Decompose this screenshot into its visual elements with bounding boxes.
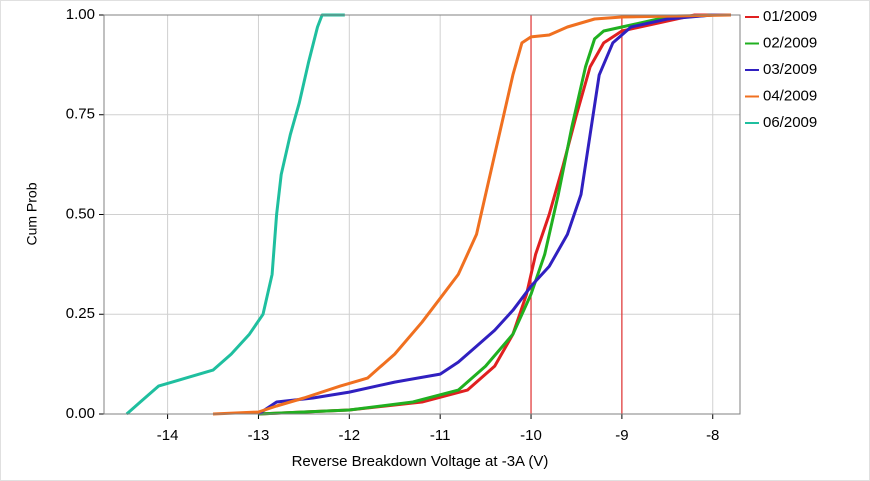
legend-label: 02/2009 — [763, 34, 817, 51]
x-tick-label: -14 — [157, 427, 179, 444]
legend-label: 06/2009 — [763, 114, 817, 131]
x-tick-label: -9 — [615, 427, 628, 444]
legend-label: 01/2009 — [763, 8, 817, 25]
x-tick-label: -12 — [338, 427, 360, 444]
x-tick-label: -13 — [248, 427, 270, 444]
plot-border — [103, 14, 741, 415]
y-tick-label: 0.75 — [66, 106, 95, 123]
x-axis-label: Reverse Breakdown Voltage at -3A (V) — [292, 453, 549, 470]
legend-label: 04/2009 — [763, 87, 817, 104]
series-line — [258, 13, 731, 416]
y-tick-label: 0.25 — [66, 305, 95, 322]
x-tick-label: -8 — [706, 427, 719, 444]
y-tick-label: 0.50 — [66, 205, 95, 222]
y-tick-label: 0.00 — [66, 405, 95, 422]
series-line — [212, 13, 731, 416]
legend-label: 03/2009 — [763, 61, 817, 78]
series-line — [258, 13, 731, 416]
x-tick-label: -10 — [520, 427, 542, 444]
y-tick-label: 1.00 — [66, 6, 95, 23]
y-axis-label: Cum Prob — [24, 182, 40, 245]
series-line — [125, 13, 345, 416]
x-tick-label: -11 — [430, 427, 451, 444]
series-line — [257, 13, 731, 416]
